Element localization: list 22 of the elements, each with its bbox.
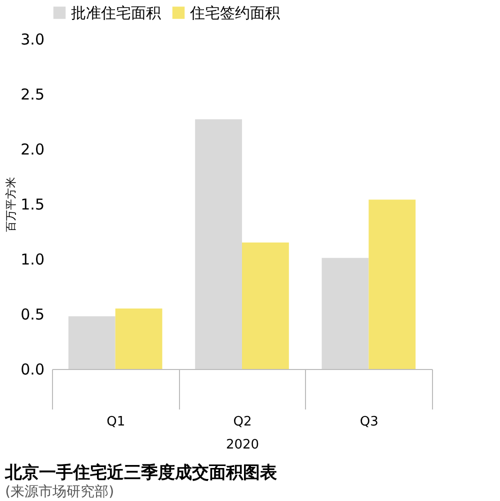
x-tick-label: Q3 — [360, 414, 378, 430]
y-tick-label: 0.5 — [20, 306, 44, 324]
y-axis-title: 百万平方米 — [4, 177, 18, 232]
x-tick-label: Q1 — [106, 414, 126, 430]
y-tick-label: 1.5 — [20, 196, 44, 214]
bar — [368, 200, 416, 369]
y-tick-label: 0.0 — [20, 360, 44, 378]
bar — [195, 119, 242, 369]
x-axis-title: 2020 — [226, 438, 260, 452]
legend-label: 住宅签约面积 — [189, 4, 280, 22]
bar — [68, 316, 116, 369]
y-tick-label: 2.0 — [20, 140, 44, 158]
legend-label: 批准住宅面积 — [71, 4, 161, 22]
text: 北京一手住宅近三季度成交面积图表 — [4, 463, 278, 483]
text: (来源市场研究部) — [5, 484, 114, 500]
bar — [242, 242, 289, 369]
bar — [322, 258, 369, 369]
y-tick-label: 2.5 — [20, 86, 44, 104]
bar — [115, 308, 162, 369]
x-tick-label: Q2 — [233, 414, 252, 430]
y-tick-label: 3.0 — [20, 30, 44, 48]
y-tick-label: 1.0 — [20, 250, 44, 268]
